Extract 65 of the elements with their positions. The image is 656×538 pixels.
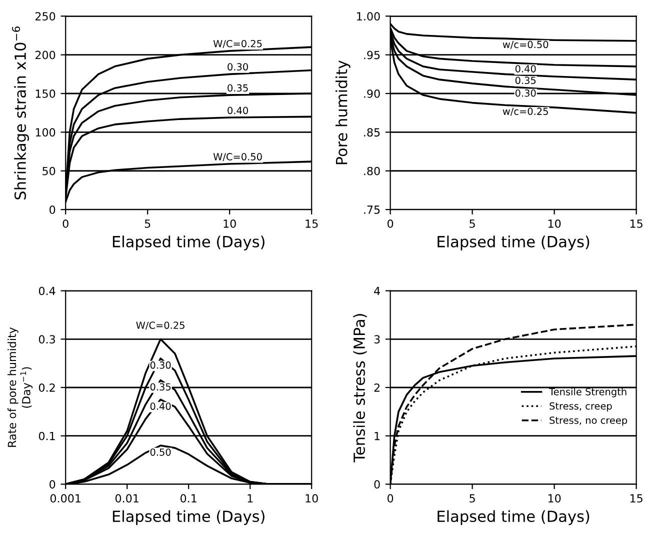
- x-axis-title: Elapsed time (Days): [438, 510, 590, 526]
- series-label: 0.35: [150, 383, 171, 391]
- x-axis-title: Elapsed time (Days): [112, 236, 264, 250]
- y-tick-label: 1.00: [357, 12, 380, 21]
- y-tick-label: 0.1: [38, 432, 55, 440]
- y-axis-title: Shrinkage strain x10$^{−6}$: [12, 26, 29, 200]
- x-tick-label: 15: [630, 494, 642, 503]
- x-axis-title: Elapsed time (Days): [112, 510, 264, 526]
- y-tick-label: 50: [42, 166, 56, 176]
- y-tick-label: 0.4: [38, 286, 56, 296]
- y-tick-label: 3: [374, 335, 380, 344]
- series-label: 0.40: [228, 106, 248, 114]
- y-axis-title: Rate of pore humidity (Day$^{−1}$): [8, 327, 33, 447]
- x-tick-label: 5: [144, 220, 150, 228]
- series-label: 0.35: [515, 76, 536, 84]
- series-label: w/c=0.50: [502, 40, 548, 49]
- x-tick-label: 10: [548, 219, 561, 228]
- legend-label: Stress, creep: [550, 402, 612, 412]
- series-label: 0.35: [228, 84, 248, 92]
- y-tick-label: 0.3: [38, 335, 55, 344]
- y-tick-label: 1: [374, 432, 380, 440]
- x-tick-label: 10: [224, 219, 236, 228]
- y-tick-label: 250: [35, 12, 56, 21]
- y-tick-label: 0.2: [38, 383, 55, 392]
- series-label: 0.30: [150, 361, 171, 369]
- series-label: W/C=0.25: [136, 322, 184, 330]
- x-tick-label: 10: [306, 494, 318, 503]
- y-tick-label: .95: [364, 50, 380, 60]
- y-tick-label: .85: [364, 128, 380, 137]
- x-tick-label: 15: [630, 220, 642, 228]
- y-tick-label: .75: [364, 206, 380, 214]
- series-label: w/c=0.25: [502, 108, 548, 116]
- x-tick-label: 0: [62, 219, 68, 228]
- y-tick-label: 2: [374, 383, 380, 392]
- series-label: W/C=0.25: [213, 40, 262, 48]
- x-tick-label: 1: [248, 494, 253, 502]
- x-tick-label: 0: [388, 494, 394, 503]
- legend-label: Stress, no creep: [550, 416, 628, 426]
- x-tick-label: 0: [388, 219, 394, 228]
- x-tick-label: 15: [306, 220, 318, 228]
- y-tick-label: 0: [50, 480, 56, 489]
- y-tick-label: 0: [374, 480, 380, 489]
- series-label: 0.30: [228, 63, 248, 71]
- x-tick-label: 10: [548, 494, 561, 503]
- x-tick-label: 5: [470, 220, 475, 228]
- x-tick-label: 0.001: [50, 494, 80, 503]
- x-tick-label: 0.01: [115, 494, 138, 503]
- y-tick-label: 200: [35, 50, 56, 60]
- y-tick-label: 0: [50, 206, 56, 214]
- y-tick-label: .90: [364, 89, 380, 98]
- series-label: 0.30: [515, 89, 536, 97]
- x-tick-label: 5: [470, 494, 475, 503]
- legend-label: Tensile Strength: [549, 388, 626, 398]
- y-axis-title: Tensile stress (MPa): [353, 314, 367, 462]
- x-axis-title: Elapsed time (Days): [438, 236, 590, 250]
- series-label: 0.40: [150, 402, 171, 410]
- y-tick-label: 100: [36, 128, 56, 137]
- y-tick-label: .80: [364, 166, 380, 176]
- series-label: 0.50: [150, 448, 171, 456]
- y-tick-label: 4: [374, 286, 380, 296]
- y-tick-label: 150: [36, 89, 56, 98]
- series-label: 0.40: [515, 65, 536, 72]
- series-label: W/C=0.50: [213, 153, 262, 162]
- y-axis-title: Pore humidity: [336, 60, 350, 164]
- x-tick-label: 0.1: [180, 494, 196, 503]
